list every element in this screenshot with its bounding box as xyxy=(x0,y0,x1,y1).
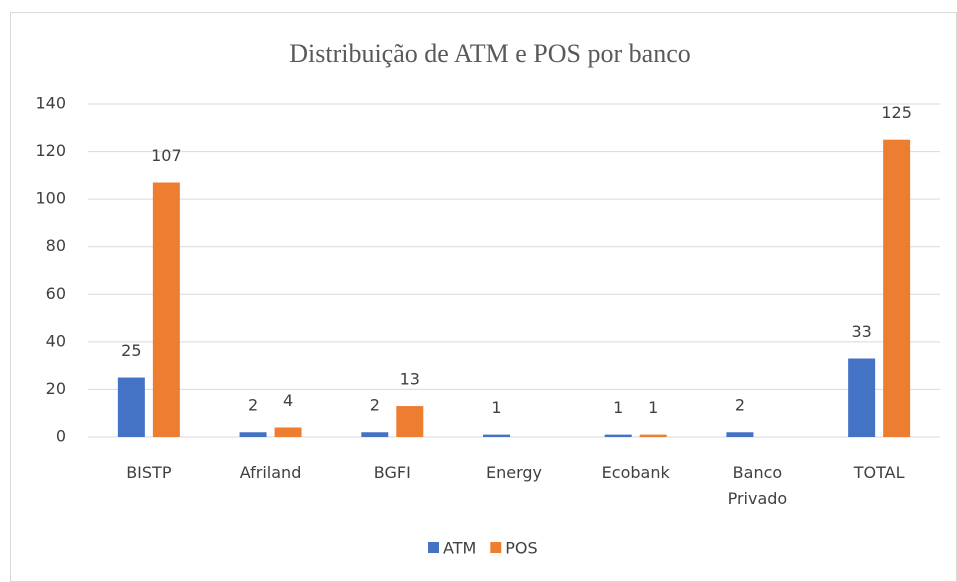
data-label: 2 xyxy=(735,396,745,415)
chart-title: Distribuição de ATM e POS por banco xyxy=(289,39,691,68)
y-tick-label: 20 xyxy=(46,379,66,398)
y-tick-label: 140 xyxy=(35,94,66,113)
y-tick-label: 0 xyxy=(56,427,66,446)
bar xyxy=(361,432,389,437)
bar xyxy=(483,434,510,437)
data-label: 4 xyxy=(283,391,293,410)
y-tick-label: 100 xyxy=(35,189,66,208)
legend-label: ATM xyxy=(443,539,476,558)
data-label: 1 xyxy=(613,398,623,417)
data-label: 107 xyxy=(151,146,182,165)
x-tick-label: Ecobank xyxy=(601,463,670,482)
legend-label: POS xyxy=(505,539,537,558)
data-label: 1 xyxy=(491,398,501,417)
data-label: 1 xyxy=(648,398,658,417)
y-tick-label: 40 xyxy=(46,331,66,350)
x-tick-label: BGFI xyxy=(373,463,411,482)
legend-swatch xyxy=(490,542,502,553)
bar xyxy=(239,432,267,437)
data-label: 125 xyxy=(881,103,912,122)
x-tick-label: Banco Privado xyxy=(727,463,788,508)
data-label: 2 xyxy=(370,396,380,415)
data-label: 25 xyxy=(121,341,141,360)
chart-frame xyxy=(10,12,957,582)
bar xyxy=(639,434,667,437)
x-tick-label: Afriland xyxy=(239,463,302,482)
y-tick-label: 120 xyxy=(35,141,66,160)
bar xyxy=(726,432,754,437)
bar xyxy=(396,406,424,437)
bar xyxy=(848,358,876,437)
y-tick-label: 80 xyxy=(46,236,66,255)
bar xyxy=(274,427,302,437)
x-tick-label: BISTP xyxy=(126,463,172,482)
data-label: 33 xyxy=(851,322,871,341)
legend-swatch xyxy=(428,542,439,553)
x-tick-label: Energy xyxy=(485,463,542,482)
data-label: 2 xyxy=(248,396,258,415)
y-tick-label: 60 xyxy=(46,284,66,303)
bar xyxy=(883,139,911,437)
bar xyxy=(152,182,180,437)
bar xyxy=(604,434,632,437)
data-label: 13 xyxy=(400,370,420,389)
bar xyxy=(117,377,145,437)
x-tick-label: TOTAL xyxy=(853,463,905,482)
